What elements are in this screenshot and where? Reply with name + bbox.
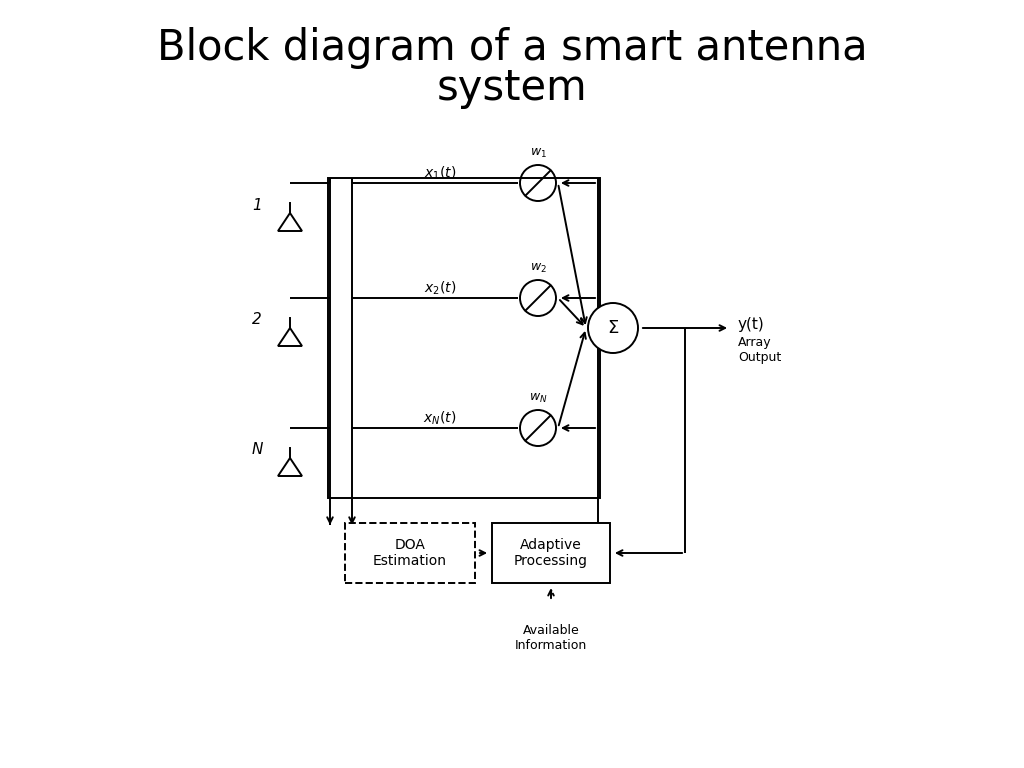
Text: Adaptive
Processing: Adaptive Processing bbox=[514, 538, 588, 568]
Text: $w_N$: $w_N$ bbox=[528, 392, 547, 405]
Circle shape bbox=[588, 303, 638, 353]
Text: system: system bbox=[436, 67, 588, 109]
Text: Block diagram of a smart antenna: Block diagram of a smart antenna bbox=[157, 27, 867, 69]
Text: 2: 2 bbox=[252, 313, 262, 327]
Text: $\Sigma$: $\Sigma$ bbox=[607, 319, 620, 337]
Text: $x_N(t)$: $x_N(t)$ bbox=[423, 409, 457, 427]
Bar bbox=[345, 523, 475, 583]
Text: y(t): y(t) bbox=[738, 316, 765, 332]
Text: $w_2$: $w_2$ bbox=[529, 261, 547, 274]
Bar bbox=[328, 178, 600, 498]
Text: $x_1(t)$: $x_1(t)$ bbox=[424, 164, 456, 182]
Text: $x_2(t)$: $x_2(t)$ bbox=[424, 280, 456, 296]
Bar bbox=[492, 523, 610, 583]
Text: DOA
Estimation: DOA Estimation bbox=[373, 538, 447, 568]
Text: Available
Information: Available Information bbox=[515, 624, 587, 652]
Text: Array
Output: Array Output bbox=[738, 336, 781, 364]
Text: 1: 1 bbox=[252, 197, 262, 213]
Text: N: N bbox=[251, 442, 263, 458]
Text: $w_1$: $w_1$ bbox=[529, 147, 547, 160]
